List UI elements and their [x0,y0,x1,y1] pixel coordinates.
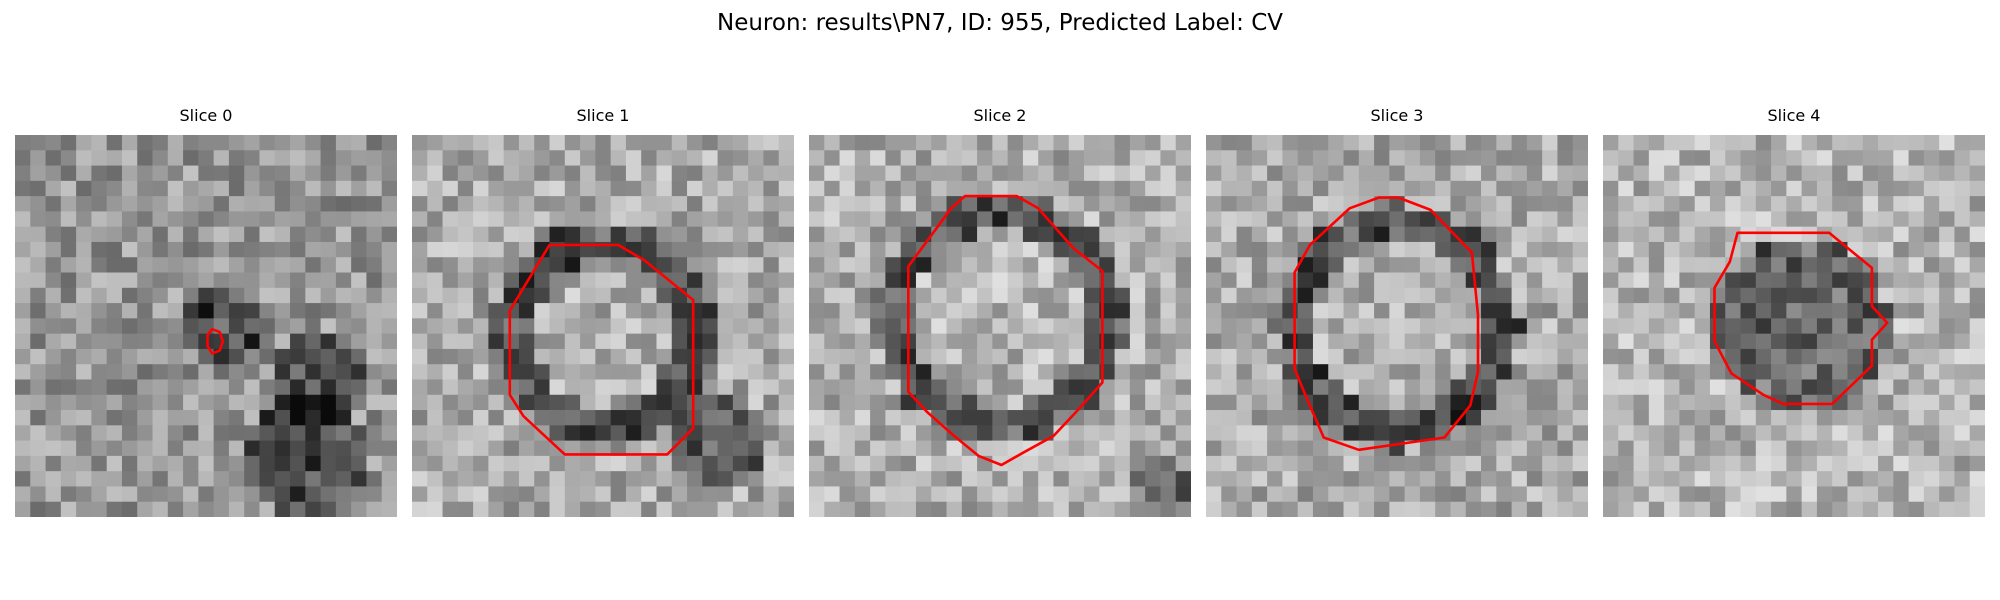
slice-panel-4: Slice 4 [1603,105,1985,517]
segmentation-contour [508,243,695,456]
slice-panel-2: Slice 2 [809,105,1191,517]
slice-title-2: Slice 2 [973,106,1027,125]
segmentation-contour [1713,231,1889,406]
slice-title-0: Slice 0 [179,106,233,125]
slice-title-4: Slice 4 [1767,106,1821,125]
slice-title-1: Slice 1 [576,106,630,125]
figure-title: Neuron: results\PN7, ID: 955, Predicted … [717,10,1283,36]
segmentation-contour [1293,196,1480,452]
slice-title-3: Slice 3 [1370,106,1424,125]
slice-panel-3: Slice 3 [1206,105,1588,517]
segmentation-contour [206,327,225,355]
slice-image-4 [1603,135,1985,517]
segmentation-contour [907,194,1104,467]
slice-image-1 [412,135,794,517]
slice-image-2 [809,135,1191,517]
slice-panel-0: Slice 0 [15,105,397,517]
slice-panel-1: Slice 1 [412,105,794,517]
slice-image-0 [15,135,397,517]
slice-image-3 [1206,135,1588,517]
